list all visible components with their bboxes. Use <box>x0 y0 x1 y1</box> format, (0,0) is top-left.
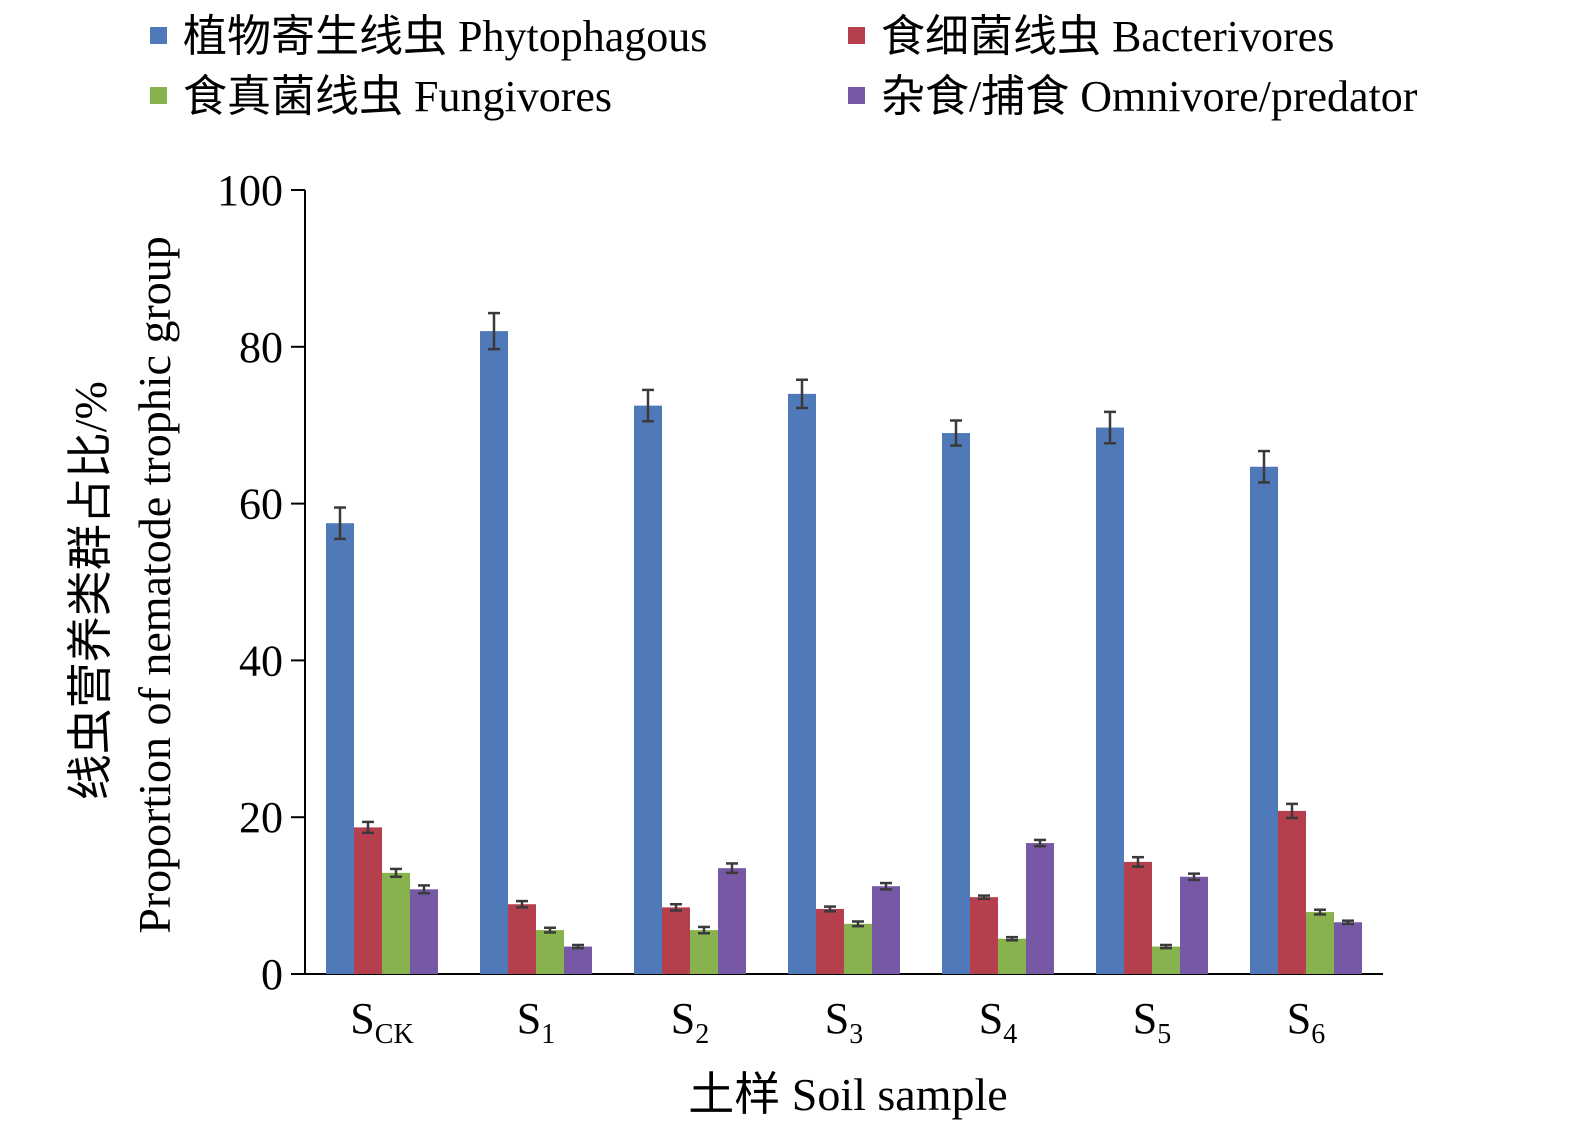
x-category-sub: 4 <box>1003 1019 1017 1050</box>
bar <box>788 393 816 975</box>
x-category-label: S1 <box>517 994 555 1050</box>
bar <box>382 872 410 974</box>
legend-swatch <box>848 27 865 44</box>
x-category-main: S <box>825 994 849 1043</box>
x-axis-title: 土样 Soil sample <box>688 1069 1007 1120</box>
bar <box>1152 946 1180 974</box>
y-ticks: 0 20 40 60 80 100 <box>217 166 305 999</box>
y-axis-title-cn: 线虫营养类群占比/% <box>65 381 116 800</box>
legend-swatch <box>150 87 167 104</box>
legend-label: 食真菌线虫 Fungivores <box>183 72 612 121</box>
y-axis-title-en: Proportion of nematode trophic group <box>129 236 180 934</box>
bar <box>970 897 998 974</box>
bar <box>1096 427 1124 974</box>
y-tick-label: 20 <box>239 793 283 842</box>
x-category-main: S <box>979 994 1003 1043</box>
bar <box>942 433 970 974</box>
bar <box>998 938 1026 974</box>
x-category-sub: 1 <box>541 1019 555 1050</box>
y-tick-label: 60 <box>239 480 283 529</box>
bar <box>690 930 718 974</box>
x-categories: SCK S1 S2 S3 S4 S5 S6 <box>350 994 1325 1050</box>
bar <box>536 930 564 974</box>
legend-swatch <box>150 27 167 44</box>
legend-label: 食细菌线虫 Bacterivores <box>881 12 1334 61</box>
bar <box>1334 922 1362 974</box>
x-category-sub: 3 <box>849 1019 863 1050</box>
bar <box>718 868 746 974</box>
legend-label: 植物寄生线虫 Phytophagous <box>183 12 707 61</box>
bar <box>354 827 382 974</box>
y-tick-label: 0 <box>261 950 283 999</box>
bar <box>508 904 536 974</box>
x-category-main: S <box>1287 994 1311 1043</box>
bar <box>634 405 662 975</box>
y-tick-label: 40 <box>239 636 283 685</box>
bar <box>326 523 354 974</box>
x-category-label: SCK <box>350 994 413 1050</box>
y-axis-title: 线虫营养类群占比/% Proportion of nematode trophi… <box>65 236 180 934</box>
x-category-sub: 5 <box>1157 1019 1171 1050</box>
legend-swatch <box>848 87 865 104</box>
axes <box>304 190 1383 975</box>
bar <box>480 331 508 974</box>
bar <box>844 923 872 974</box>
x-category-sub: 6 <box>1311 1019 1325 1050</box>
x-category-label: S6 <box>1287 994 1325 1050</box>
bar <box>1250 466 1278 974</box>
x-category-sub: 2 <box>695 1019 709 1050</box>
bar <box>662 907 690 974</box>
bar <box>816 908 844 974</box>
legend-label: 杂食/捕食 Omnivore/predator <box>881 72 1418 121</box>
bar <box>1026 843 1054 974</box>
x-category-main: S <box>517 994 541 1043</box>
x-category-main: S <box>1133 994 1157 1043</box>
y-tick-label: 100 <box>217 166 283 215</box>
bar <box>1124 861 1152 974</box>
y-tick-label: 80 <box>239 323 283 372</box>
bar <box>872 886 900 974</box>
bar <box>1180 876 1208 974</box>
x-category-sub: CK <box>375 1019 414 1050</box>
bar <box>1278 810 1306 974</box>
x-category-label: S5 <box>1133 994 1171 1050</box>
x-category-main: S <box>350 994 374 1043</box>
x-category-main: S <box>671 994 695 1043</box>
bar <box>410 889 438 974</box>
bar <box>564 946 592 974</box>
x-category-label: S2 <box>671 994 709 1050</box>
x-category-label: S4 <box>979 994 1017 1050</box>
legend: 植物寄生线虫 Phytophagous 食细菌线虫 Bacterivores 食真菌… <box>150 12 1418 121</box>
bar <box>1306 912 1334 974</box>
x-category-label: S3 <box>825 994 863 1050</box>
bars <box>326 311 1362 975</box>
